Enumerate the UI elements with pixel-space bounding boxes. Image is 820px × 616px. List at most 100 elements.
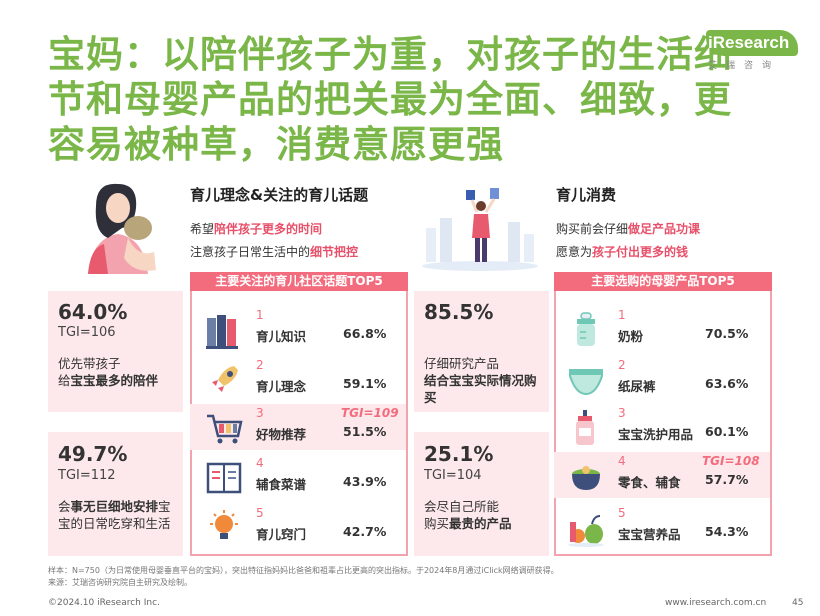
right-top5-header: 主要选购的母婴产品TOP5 [554,272,772,291]
item-value: 70.5% [705,326,749,341]
food-bowl-icon [572,466,600,490]
stat-description: 会事无巨细地安排宝宝的日常吃穿和生活 [58,498,176,532]
title-line-1: 宝妈：以陪伴孩子为重，对孩子的生活细 [48,33,732,76]
topic-item: 1 育儿知识 66.8% [204,306,400,356]
stat-desc-text-2: 购买 [424,516,450,531]
product-item: 1 奶粉 70.5% [566,306,762,356]
item-tgi-note: TGI=109 [341,406,399,420]
stat-tgi: TGI=112 [58,468,116,483]
right-line1-highlight: 做足产品功课 [628,222,701,236]
product-item: 3 宝宝洗护用品 60.1% [566,404,762,454]
diaper-icon [569,369,603,396]
right-line2-text: 愿意为 [556,245,593,259]
lightbulb-icon [210,510,238,539]
stat-desc-bold: 最贵的产品 [449,516,512,531]
right-line1-text: 购买前会仔细 [556,222,629,236]
nutrition-icon [568,515,604,547]
page-title: 宝妈：以陪伴孩子为重，对孩子的生活细 节和母婴产品的把关最为全面、细致，更 容易… [48,32,732,167]
rocket-icon [210,366,238,394]
books-icon [206,315,238,349]
left-line1-text: 希望 [190,222,215,236]
item-rank: 2 [256,358,264,372]
stat-percentage: 49.7% [58,442,128,466]
right-section-line-2: 愿意为孩子付出更多的钱 [556,243,688,260]
item-rank: 4 [256,456,264,470]
website-link[interactable]: www.iresearch.com.cn [665,598,767,608]
stat-desc-text: 优先带孩子 [58,356,121,371]
item-name: 育儿知识 [256,329,307,344]
item-name: 奶粉 [618,329,644,344]
item-value: 42.7% [343,524,387,539]
item-value: 59.1% [343,376,387,391]
stat-description: 会尽自己所能 购买最贵的产品 [424,498,512,532]
logo-subtext: 艾瑞咨询 [708,61,781,71]
logo-leaf-shape [706,30,798,56]
topic-item-highlighted: 3 好物推荐 TGI=109 51.5% [190,404,406,450]
item-value: 63.6% [705,376,749,391]
product-item-highlighted: 4 零食、辅食 TGI=108 57.7% [554,452,770,498]
left-stat-card-1: 64.0% TGI=106 优先带孩子 给宝宝最多的陪伴 [48,291,183,412]
item-rank: 5 [256,506,264,520]
item-name: 纸尿裤 [618,379,656,394]
cart-icon [207,414,243,444]
item-rank: 1 [256,308,264,322]
stat-description: 仔细研究产品 结合宝宝实际情况购买 [424,355,542,406]
stat-desc-text: 会尽自己所能 [424,499,500,514]
item-rank: 1 [618,308,626,322]
item-rank: 5 [618,506,626,520]
footnote-source: 来源：艾瑞咨询研究院自主研究及绘制。 [48,578,192,587]
left-section-heading: 育儿理念&关注的育儿话题 [190,186,369,204]
right-section-line-1: 购买前会仔细做足产品功课 [556,220,700,237]
item-rank: 2 [618,358,626,372]
item-name: 育儿理念 [256,379,307,394]
stat-desc-text: 仔细研究产品 [424,356,500,371]
item-name: 好物推荐 [256,427,307,442]
stat-percentage: 64.0% [58,300,128,324]
footnote-sample: 样本：N=750（为日常使用母婴垂直平台的宝妈），突出特征指妈妈比爸爸和祖辈占比… [48,566,559,575]
page-number: 45 [792,598,804,608]
recipe-book-icon [206,462,242,494]
left-top5-header: 主要关注的育儿社区话题TOP5 [190,272,408,291]
stat-tgi: TGI=104 [424,468,482,483]
topic-item: 5 育儿窍门 42.7% [204,504,400,554]
left-line2-text: 注意孩子日常生活中的 [190,245,311,259]
product-item: 5 宝宝营养品 54.3% [566,504,762,554]
item-value: 57.7% [705,472,749,487]
item-value: 51.5% [343,424,387,439]
shopper-illustration [422,188,538,271]
left-section-line-1: 希望陪伴孩子更多的时间 [190,220,322,237]
item-rank: 4 [618,454,626,468]
milk-bottle-icon [577,312,595,346]
stat-tgi: TGI=106 [58,325,116,340]
stat-desc-bold: 结合宝宝实际情况购买 [424,373,537,405]
item-value: 60.1% [705,424,749,439]
iresearch-logo: iResearch 艾瑞咨询 [706,30,798,72]
title-line-3: 容易被种草，消费意愿更强 [48,123,504,166]
stat-desc-bold: 宝宝最多的陪伴 [70,373,159,388]
item-rank: 3 [618,406,626,420]
left-stat-card-2: 49.7% TGI=112 会事无巨细地安排宝宝的日常吃穿和生活 [48,432,183,556]
stat-desc-text: 会 [58,499,71,514]
item-name: 宝宝洗护用品 [618,427,694,442]
item-name: 育儿窍门 [256,527,307,542]
item-name: 辅食菜谱 [256,477,307,492]
topic-item: 4 辅食菜谱 43.9% [204,454,400,504]
item-value: 54.3% [705,524,749,539]
item-tgi-note: TGI=108 [702,454,760,468]
left-line2-highlight: 细节把控 [310,245,359,259]
stat-desc-bold: 事无巨细地安排 [70,499,159,514]
item-value: 66.8% [343,326,387,341]
item-name: 零食、辅食 [618,475,681,490]
item-value: 43.9% [343,474,387,489]
item-rank: 3 [256,406,264,420]
left-section-line-2: 注意孩子日常生活中的细节把控 [190,243,358,260]
right-stat-card-1: 85.5% 仔细研究产品 结合宝宝实际情况购买 [414,291,549,412]
stat-desc-text-2: 宝宝的日常吃穿和生活 [58,499,171,531]
mother-baby-illustration [88,183,156,274]
stat-percentage: 85.5% [424,300,494,324]
stat-description: 优先带孩子 给宝宝最多的陪伴 [58,355,158,389]
right-section-heading: 育儿消费 [556,186,617,204]
lotion-bottle-icon [576,410,594,445]
item-name: 宝宝营养品 [618,527,681,542]
right-line2-highlight: 孩子付出更多的钱 [592,245,689,259]
